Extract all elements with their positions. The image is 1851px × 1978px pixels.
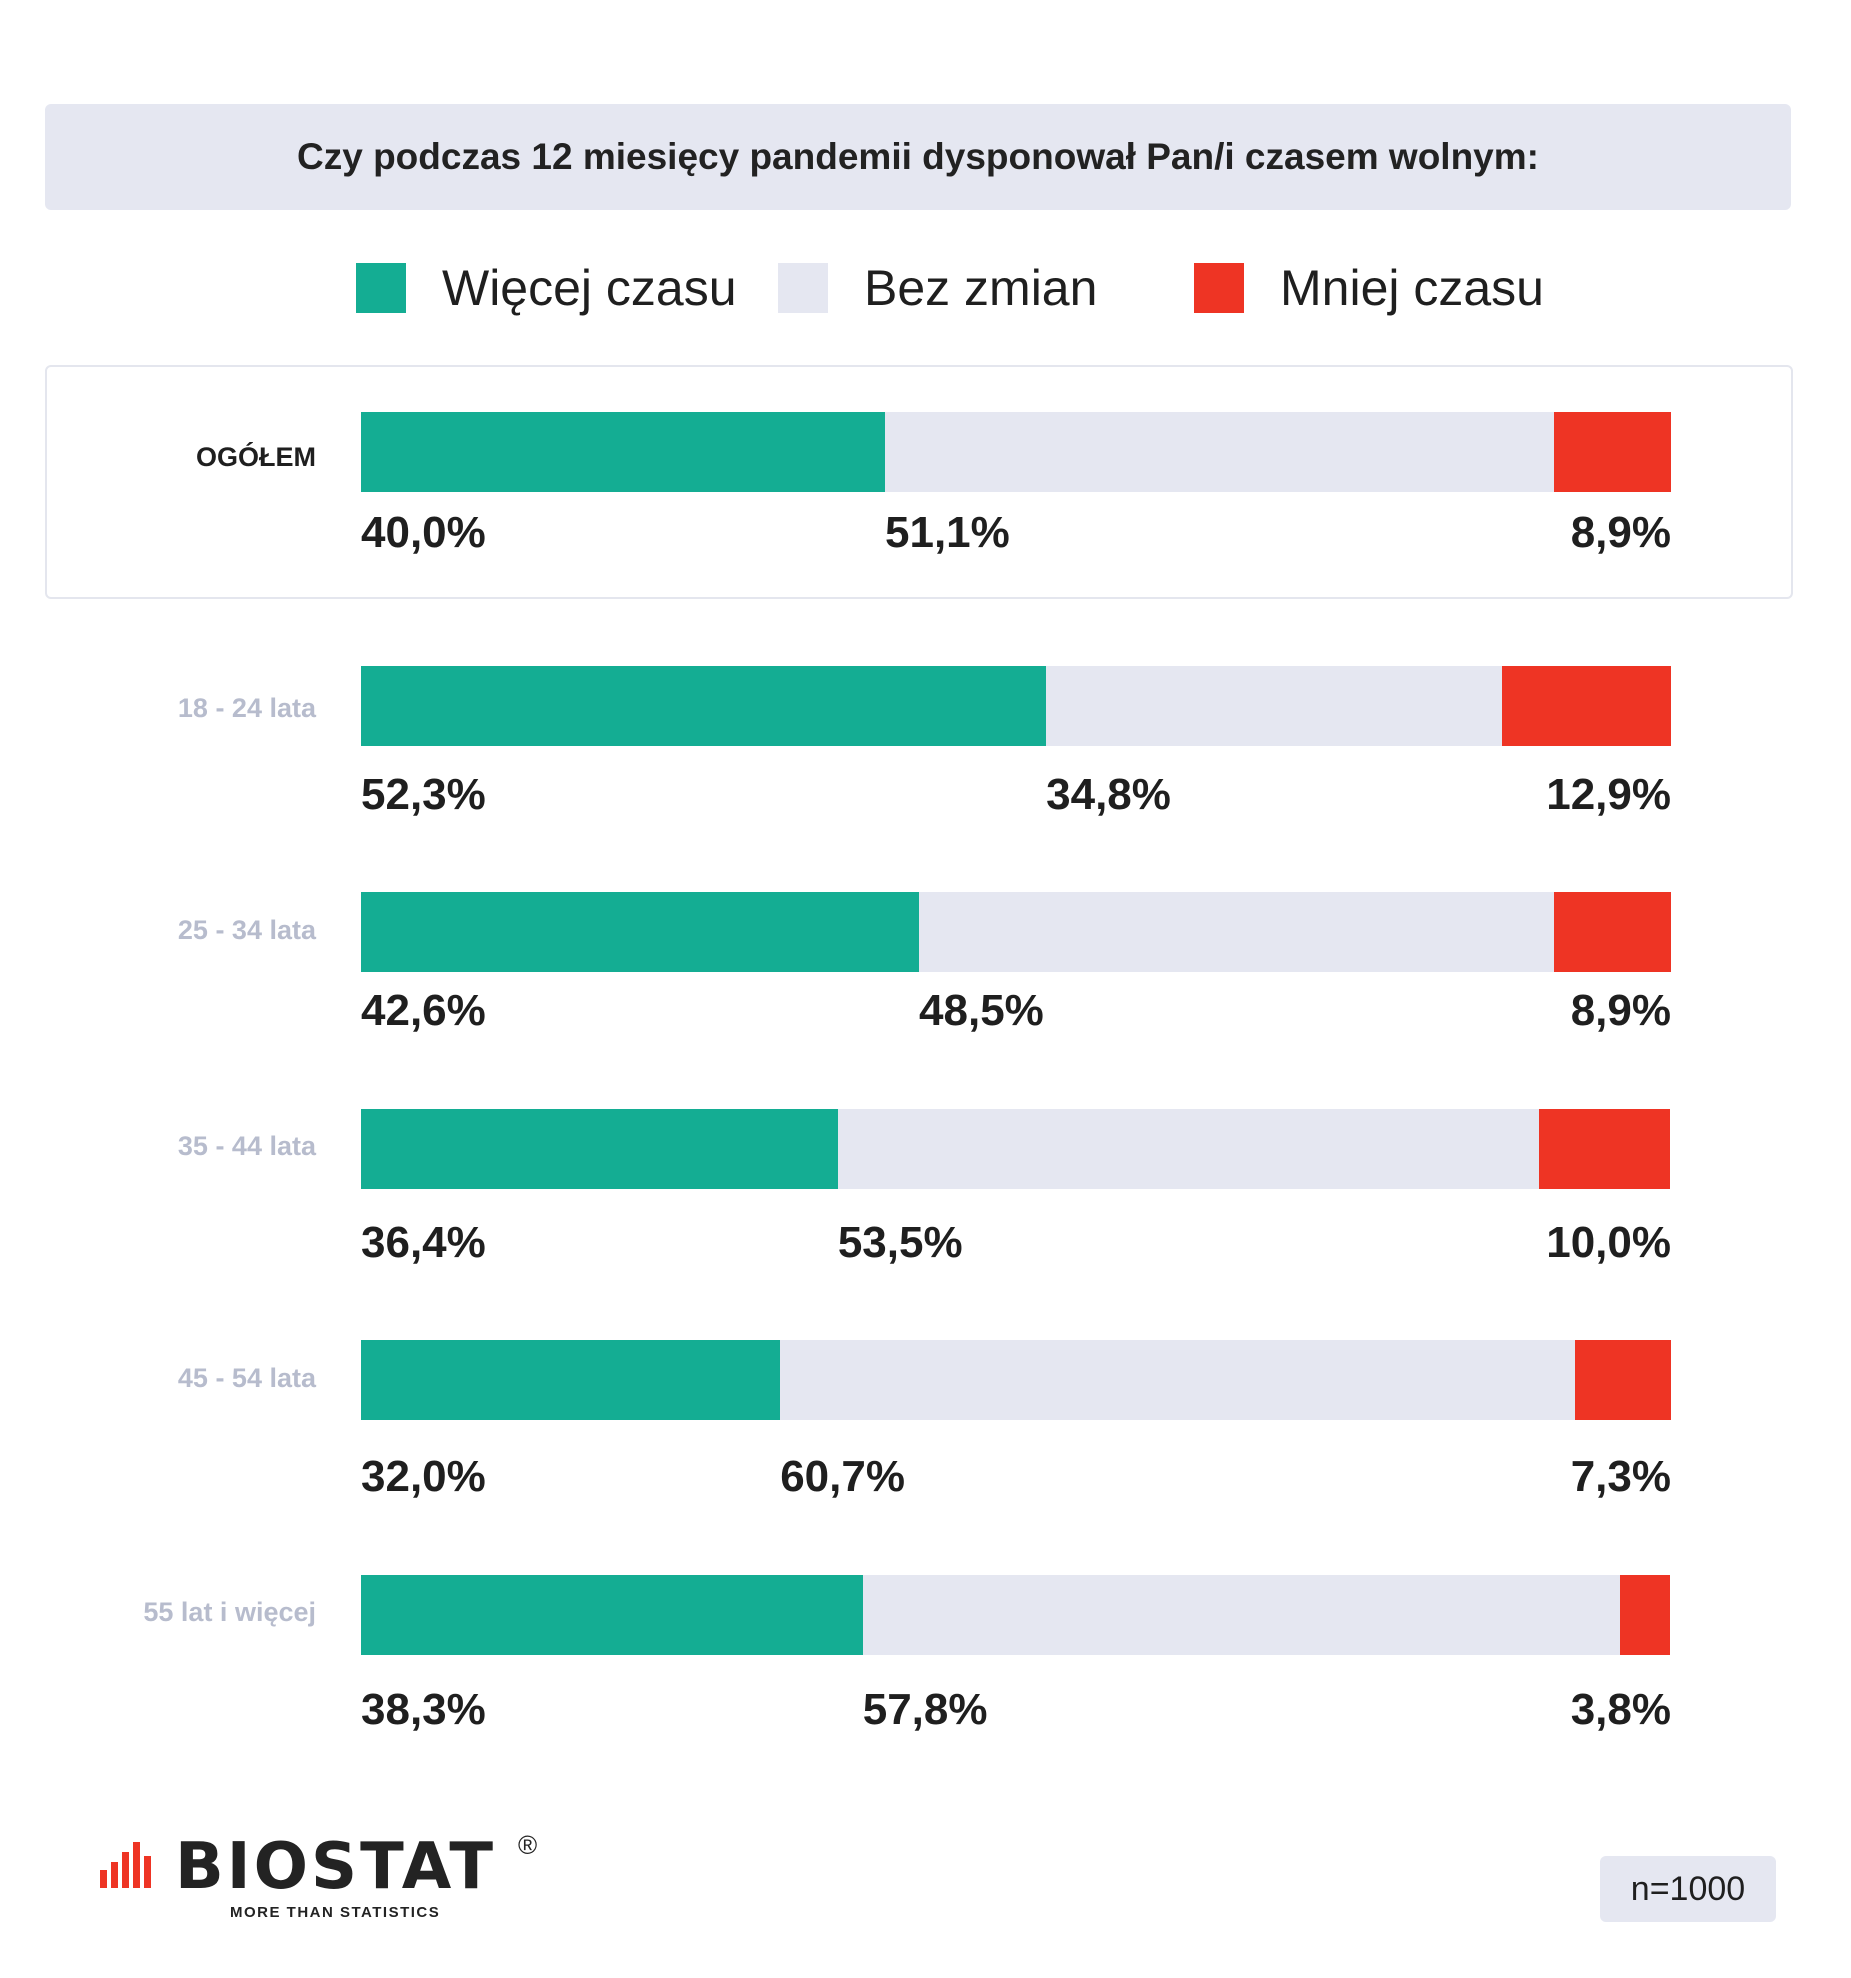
stacked-bar bbox=[361, 1109, 1671, 1189]
legend-item-less: Mniej czasu bbox=[1194, 258, 1544, 318]
value-label-same: 57,8% bbox=[862, 1685, 988, 1734]
category-label: 18 - 24 lata bbox=[177, 693, 316, 723]
value-label-less: 8,9% bbox=[1570, 508, 1671, 557]
legend-item-more: Więcej czasu bbox=[356, 258, 737, 318]
bar-segment-more bbox=[361, 666, 1047, 746]
sample-size-text: n=1000 bbox=[1630, 1869, 1746, 1908]
legend-label-less: Mniej czasu bbox=[1280, 260, 1544, 316]
chart-title-box: Czy podczas 12 miesięcy pandemii dyspono… bbox=[45, 104, 1791, 210]
bar-segment-same bbox=[837, 1109, 1539, 1189]
category-label: 45 - 54 lata bbox=[177, 1363, 316, 1393]
bar-segment-more bbox=[361, 1575, 863, 1655]
bar-segment-less bbox=[1554, 412, 1671, 492]
bar-segment-less bbox=[1554, 892, 1671, 972]
value-label-same: 60,7% bbox=[780, 1452, 905, 1501]
category-label: OGÓŁEM bbox=[196, 442, 316, 472]
value-labels: 40,0% 51,1% 8,9% bbox=[361, 508, 1671, 568]
category-label: 25 - 34 lata bbox=[177, 915, 316, 945]
logo-tagline: MORE THAN STATISTICS bbox=[230, 1904, 441, 1921]
bar-segment-more bbox=[361, 1109, 838, 1189]
legend-item-same: Bez zmian bbox=[778, 258, 1097, 318]
bar-segment-same bbox=[1046, 666, 1502, 746]
stacked-bar bbox=[361, 412, 1671, 492]
stacked-bar bbox=[361, 892, 1671, 972]
value-label-same: 48,5% bbox=[919, 986, 1044, 1035]
legend-swatch-more bbox=[356, 263, 406, 313]
legend-label-same: Bez zmian bbox=[864, 260, 1098, 316]
bar-segment-less bbox=[1538, 1109, 1670, 1189]
value-label-less: 8,9% bbox=[1570, 986, 1671, 1035]
bar-segment-more bbox=[361, 1340, 781, 1420]
value-label-more: 40,0% bbox=[361, 508, 486, 557]
bar-segment-more bbox=[361, 412, 885, 492]
legend: Więcej czasu Bez zmian Mniej czasu bbox=[0, 258, 1851, 328]
value-label-more: 36,4% bbox=[361, 1218, 486, 1267]
bar-segment-same bbox=[780, 1340, 1576, 1420]
value-label-same: 34,8% bbox=[1046, 770, 1171, 819]
legend-swatch-same bbox=[778, 263, 828, 313]
bar-segment-less bbox=[1619, 1575, 1670, 1655]
value-label-same: 53,5% bbox=[837, 1218, 963, 1267]
bar-segment-more bbox=[361, 892, 920, 972]
bar-segment-less bbox=[1575, 1340, 1671, 1420]
bar-segment-same bbox=[885, 412, 1555, 492]
sample-size-badge: n=1000 bbox=[1600, 1856, 1776, 1922]
value-labels: 52,3% 34,8% 12,9% bbox=[361, 770, 1671, 830]
logo-registered-mark: ® bbox=[518, 1830, 538, 1860]
bar-segment-same bbox=[862, 1575, 1620, 1655]
value-label-less: 3,8% bbox=[1570, 1685, 1671, 1734]
value-label-less: 7,3% bbox=[1570, 1452, 1671, 1501]
value-labels: 32,0% 60,7% 7,3% bbox=[361, 1452, 1671, 1512]
category-label: 35 - 44 lata bbox=[177, 1131, 316, 1161]
value-labels: 38,3% 57,8% 3,8% bbox=[361, 1685, 1671, 1745]
chart-title: Czy podczas 12 miesięcy pandemii dyspono… bbox=[297, 136, 1539, 177]
value-label-more: 52,3% bbox=[361, 770, 486, 819]
stacked-bar bbox=[361, 1340, 1671, 1420]
value-labels: 36,4% 53,5% 10,0% bbox=[361, 1218, 1671, 1278]
bar-segment-same bbox=[919, 892, 1555, 972]
value-label-less: 10,0% bbox=[1546, 1218, 1671, 1267]
category-label: 55 lat i więcej bbox=[143, 1597, 316, 1627]
logo-wordmark: BIOSTAT bbox=[175, 1830, 496, 1904]
value-label-more: 42,6% bbox=[361, 986, 486, 1035]
value-label-same: 51,1% bbox=[885, 508, 1010, 557]
logo-bars-icon bbox=[100, 1842, 151, 1888]
value-label-less: 12,9% bbox=[1546, 770, 1671, 819]
biostat-logo: BIOSTAT ® MORE THAN STATISTICS bbox=[100, 1830, 560, 1930]
stacked-bar bbox=[361, 1575, 1671, 1655]
value-label-more: 38,3% bbox=[361, 1685, 486, 1734]
value-labels: 42,6% 48,5% 8,9% bbox=[361, 986, 1671, 1046]
bar-segment-less bbox=[1502, 666, 1671, 746]
value-label-more: 32,0% bbox=[361, 1452, 486, 1501]
stacked-bar bbox=[361, 666, 1671, 746]
legend-swatch-less bbox=[1194, 263, 1244, 313]
legend-label-more: Więcej czasu bbox=[442, 260, 737, 316]
